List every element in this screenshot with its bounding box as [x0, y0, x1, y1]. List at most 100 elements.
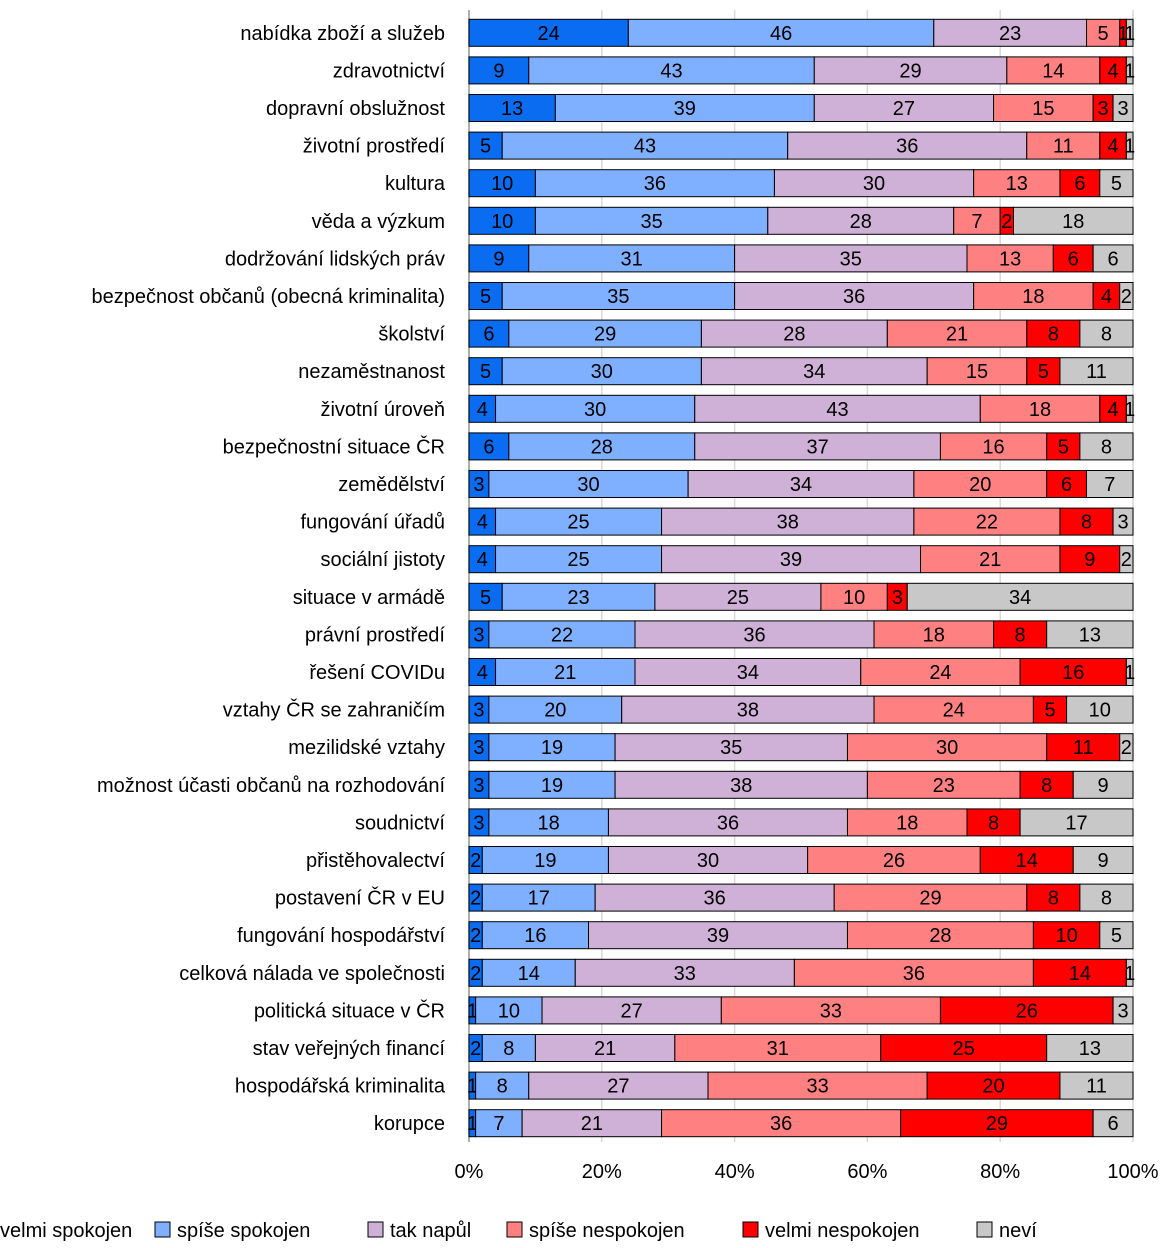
category-label: fungování úřadů [300, 512, 445, 534]
category-label: mezilidské vztahy [288, 737, 445, 759]
bar-segment [700, 319, 888, 348]
bar-segment [820, 582, 888, 611]
category-label: vztahy ČR se zahraničím [223, 699, 445, 722]
data-label: 18 [896, 812, 918, 834]
bar-segment [720, 996, 941, 1025]
category-label: školství [378, 324, 445, 346]
bar-segment [700, 357, 928, 386]
data-label: 9 [493, 60, 504, 82]
bar-segment [973, 169, 1061, 198]
data-label: 25 [567, 549, 589, 571]
category-label: životní prostředí [303, 136, 446, 158]
bar-segment [468, 432, 510, 461]
bar-segment [468, 658, 497, 686]
bar-segment [468, 206, 536, 235]
category-label: fungování hospodářství [237, 925, 445, 947]
bar-segment [501, 582, 656, 611]
bar-segment [1012, 206, 1134, 235]
data-label: 11 [1073, 737, 1094, 759]
bar-segment [501, 131, 789, 160]
data-label: 13 [501, 98, 523, 120]
data-label: 1 [467, 1113, 478, 1135]
bar-segment [1092, 244, 1134, 273]
data-label: 10 [498, 1000, 520, 1022]
bar-segment [468, 169, 536, 198]
bar-segment [468, 582, 503, 611]
data-label: 1 [1124, 963, 1135, 985]
data-label: 3 [892, 587, 903, 609]
data-label: 4 [1108, 60, 1119, 82]
bar-segment [860, 658, 1021, 686]
bar-segment [866, 770, 1021, 799]
bar-segment [1059, 545, 1121, 574]
data-label: 5 [480, 286, 491, 308]
data-label: 5 [480, 136, 491, 158]
data-label: 34 [803, 361, 825, 383]
bar-segment [1079, 883, 1134, 912]
data-label: 3 [473, 737, 484, 759]
data-label: 39 [707, 925, 729, 947]
bar-segment [488, 470, 689, 498]
bar-segment [1125, 56, 1134, 85]
bar-segment [1019, 770, 1074, 799]
bar-segment [1026, 319, 1081, 348]
data-label: 33 [806, 1076, 828, 1098]
data-label: 18 [1022, 286, 1044, 308]
data-label: 2 [1121, 737, 1132, 759]
bar-segment [481, 921, 590, 950]
data-label: 9 [493, 248, 504, 270]
data-label: 13 [1006, 173, 1028, 195]
bar-segment [1112, 996, 1134, 1025]
x-tick-label: 20% [582, 1161, 622, 1183]
data-label: 18 [538, 812, 560, 834]
bar-segment [495, 545, 663, 574]
data-label: 5 [1038, 361, 1049, 383]
data-label: 2 [1001, 211, 1012, 233]
data-label: 26 [883, 850, 905, 872]
bar-segment [993, 620, 1048, 649]
data-label: 6 [483, 436, 494, 458]
x-tick-label: 40% [715, 1161, 755, 1183]
bar-segment [1019, 808, 1134, 837]
bar-segment [694, 432, 941, 461]
legend-label: spíše spokojen [177, 1220, 310, 1242]
data-label: 34 [790, 474, 812, 496]
data-label: 27 [607, 1076, 629, 1098]
bar-segment [906, 582, 1134, 611]
data-label: 3 [473, 474, 484, 496]
data-label: 2 [470, 888, 481, 910]
data-label: 18 [923, 624, 945, 646]
bar-segment [1072, 770, 1134, 799]
data-label: 3 [1117, 1000, 1128, 1022]
bar-segment [1052, 244, 1094, 273]
bar-segment [1119, 733, 1134, 762]
category-label: přistěhovalectví [306, 850, 445, 872]
bar-segment [468, 56, 530, 85]
legend: velmi spokojen spíše spokojen tak napůl spí… [0, 1220, 1037, 1242]
bar-segment [501, 282, 736, 310]
data-label: 20 [544, 700, 566, 722]
bar-segment [534, 206, 769, 235]
data-label: 46 [770, 23, 792, 45]
bar-segment [833, 883, 1028, 912]
data-label: 17 [528, 888, 550, 910]
bar-segment [1006, 56, 1101, 85]
data-label: 28 [850, 211, 872, 233]
data-label: 28 [783, 324, 805, 346]
category-label: bezpečnostní situace ČR [223, 435, 445, 458]
category-label: nabídka zboží a služeb [240, 23, 445, 45]
bar-segment [508, 319, 702, 348]
bar-segment [1125, 958, 1134, 987]
data-label: 15 [966, 361, 988, 383]
bar-segment [468, 282, 503, 310]
data-label: 7 [493, 1113, 504, 1135]
category-label: řešení COVIDu [309, 662, 445, 684]
data-label: 43 [660, 60, 682, 82]
data-label: 21 [979, 549, 1001, 571]
bar-segment [707, 1071, 928, 1100]
data-label: 4 [477, 512, 488, 534]
bar-segment [468, 357, 503, 386]
data-label: 27 [621, 1000, 643, 1022]
bar-segment [1112, 507, 1134, 536]
bars: 24 46 23 5 119 43 29 14 4 113 39 27 15 3 35 43 36 11 4 110 3… [467, 18, 1135, 1138]
